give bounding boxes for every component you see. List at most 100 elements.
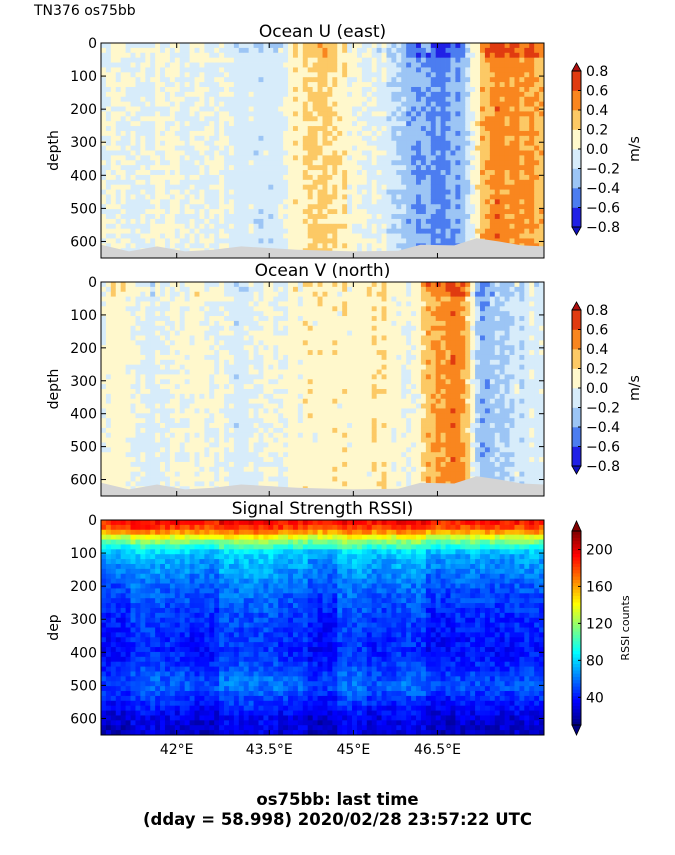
field-cell	[475, 145, 481, 151]
field-cell	[445, 204, 451, 210]
field-cell	[430, 47, 437, 54]
field-cell	[430, 223, 437, 230]
field-cell	[238, 126, 245, 132]
field-cell	[292, 199, 299, 205]
field-cell	[489, 194, 496, 200]
field-cell	[401, 228, 407, 234]
field-cell	[494, 238, 501, 244]
field-cell	[263, 214, 269, 220]
field-cell	[302, 116, 309, 122]
field-cell	[317, 116, 323, 122]
field-cell	[307, 209, 314, 215]
field-cell	[504, 86, 510, 93]
field-cell	[214, 82, 220, 88]
field-cell	[155, 316, 161, 322]
field-cell	[105, 57, 112, 63]
field-cell	[164, 150, 171, 156]
field-cell	[371, 77, 378, 83]
field-cell	[297, 135, 304, 142]
field-cell	[386, 86, 392, 93]
field-cell	[125, 47, 131, 54]
field-cell	[356, 170, 363, 176]
field-cell	[120, 457, 127, 463]
field-cell	[233, 155, 240, 161]
field-cell	[155, 408, 161, 414]
field-cell	[386, 160, 392, 166]
field-cell	[150, 423, 156, 429]
field-cell	[484, 116, 491, 122]
field-cell	[416, 150, 422, 156]
field-cell	[179, 174, 186, 181]
field-cell	[150, 408, 156, 414]
field-cell	[184, 199, 190, 205]
field-cell	[194, 423, 200, 429]
field-cell	[135, 306, 141, 312]
field-cell	[155, 77, 161, 83]
field-cell	[204, 481, 210, 487]
field-cell	[243, 218, 250, 225]
field-cell	[199, 179, 205, 186]
field-cell	[233, 96, 240, 103]
field-cell	[160, 301, 166, 307]
field-cell	[125, 442, 131, 448]
field-cell	[135, 116, 141, 122]
field-cell	[455, 150, 461, 156]
field-cell	[110, 52, 117, 59]
field-cell	[179, 359, 186, 366]
field-cell	[263, 96, 269, 103]
field-cell	[204, 43, 210, 49]
field-cell	[184, 223, 190, 230]
field-cell	[396, 111, 402, 117]
field-cell	[450, 116, 456, 122]
field-cell	[352, 155, 358, 161]
field-cell	[214, 145, 220, 151]
field-cell	[169, 140, 176, 147]
field-cell	[189, 47, 195, 54]
field-cell	[101, 291, 107, 297]
field-cell	[199, 369, 205, 375]
field-cell	[455, 228, 461, 234]
field-cell	[204, 121, 210, 127]
field-cell	[484, 72, 491, 78]
field-cell	[243, 116, 250, 122]
field-cell	[386, 165, 392, 171]
field-cell	[430, 101, 437, 107]
field-cell	[450, 135, 456, 142]
field-cell	[105, 184, 112, 190]
field-cell	[174, 194, 181, 200]
field-cell	[519, 91, 525, 98]
field-cell	[312, 77, 318, 83]
field-cell	[101, 165, 107, 171]
field-cell	[327, 67, 333, 73]
field-cell	[174, 91, 181, 98]
field-cell	[292, 184, 299, 190]
field-cell	[484, 165, 491, 171]
field-cell	[361, 126, 368, 132]
field-cell	[145, 403, 151, 409]
field-cell	[238, 116, 245, 122]
field-cell	[135, 72, 141, 78]
field-cell	[450, 199, 456, 205]
field-cell	[179, 311, 186, 317]
field-cell	[480, 145, 486, 151]
field-cell	[440, 238, 446, 244]
field-cell	[214, 86, 220, 93]
field-cell	[105, 194, 112, 200]
field-cell	[110, 209, 117, 215]
field-cell	[155, 311, 161, 317]
field-cell	[258, 121, 264, 127]
field-cell	[179, 364, 186, 370]
field-cell	[317, 43, 323, 49]
field-cell	[494, 96, 501, 103]
field-cell	[140, 116, 146, 122]
field-cell	[342, 77, 348, 83]
field-cell	[189, 316, 195, 322]
field-cell	[519, 170, 525, 176]
field-cell	[361, 174, 368, 181]
field-cell	[174, 418, 181, 424]
field-cell	[509, 62, 515, 68]
field-cell	[263, 204, 269, 210]
field-cell	[529, 86, 535, 93]
field-cell	[489, 126, 496, 132]
field-cell	[347, 91, 353, 98]
